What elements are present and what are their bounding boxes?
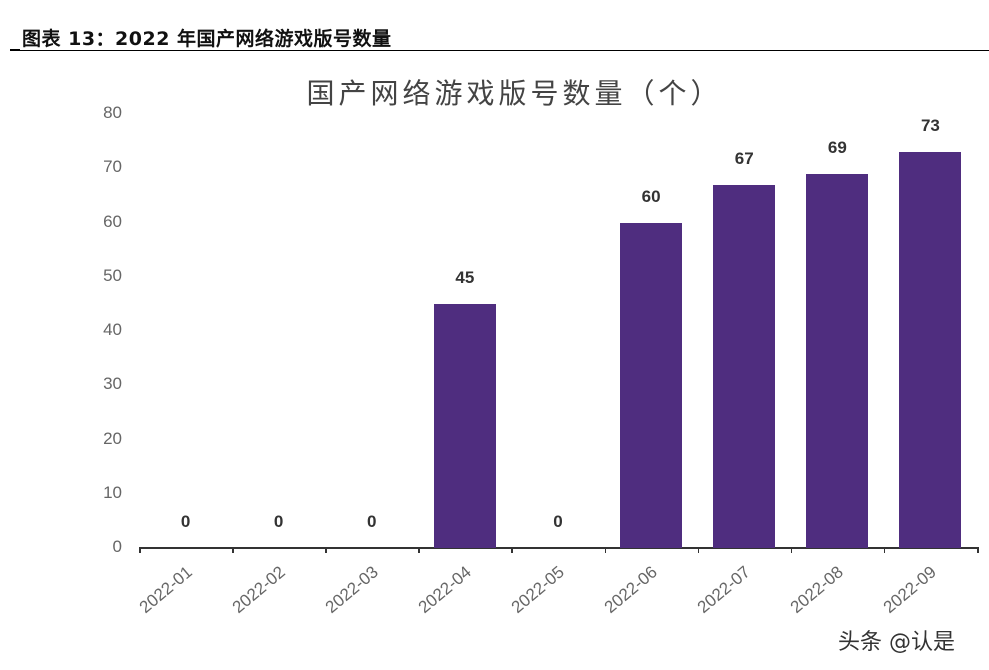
bar-2022-09 (899, 151, 962, 548)
x-axis-line (139, 547, 977, 549)
bar-2022-08 (806, 173, 869, 548)
data-label: 67 (734, 148, 754, 168)
watermark: 头条 @认是 (838, 630, 955, 655)
data-label: 60 (641, 186, 661, 206)
x-axis-tick (697, 547, 700, 553)
x-tick-label: 2022-03 (321, 562, 382, 617)
data-label: 0 (180, 512, 191, 531)
y-tick-label: 20 (103, 428, 122, 448)
x-tick-label: 2022-04 (414, 562, 475, 617)
data-label: 69 (827, 137, 847, 157)
x-axis-tick (883, 547, 886, 553)
x-tick-label: 2022-07 (693, 562, 755, 617)
caption-rule-tick (10, 49, 20, 51)
x-axis-tick (232, 547, 234, 553)
bar-2022-04 (433, 303, 496, 548)
x-tick-label: 2022-02 (228, 562, 289, 617)
x-tick-label: 2022-06 (600, 562, 661, 617)
data-label: 45 (455, 267, 475, 287)
caption-rule (10, 50, 989, 51)
y-tick-label: 40 (103, 320, 122, 339)
x-axis-tick (790, 547, 793, 553)
y-tick-label: 50 (103, 265, 122, 285)
x-tick-label: 2022-08 (787, 562, 848, 617)
figure-caption: 图表 13：2022 年国产网络游戏版号数量 (22, 28, 392, 50)
bar-2022-07 (713, 184, 776, 548)
data-label: 73 (920, 115, 940, 135)
x-axis-tick (977, 547, 979, 553)
y-tick-label: 70 (103, 157, 122, 177)
x-tick-label: 2022-01 (135, 562, 196, 617)
y-tick-label: 60 (103, 211, 122, 231)
y-tick-label: 0 (112, 537, 122, 556)
data-label: 0 (273, 512, 284, 531)
x-axis-tick (418, 547, 420, 553)
data-label: 0 (553, 512, 563, 531)
bar-2022-06 (620, 222, 683, 548)
x-axis-tick (604, 547, 607, 553)
y-tick-label: 80 (103, 103, 122, 122)
data-label: 0 (367, 512, 377, 531)
x-axis-tick (511, 547, 513, 553)
x-tick-label: 2022-05 (507, 562, 568, 617)
y-tick-label: 10 (103, 482, 122, 502)
x-axis-tick (325, 547, 327, 553)
y-tick-label: 30 (103, 374, 122, 394)
x-axis-tick (139, 547, 141, 553)
chart-title: 国产网络游戏版号数量（个） (306, 77, 723, 110)
